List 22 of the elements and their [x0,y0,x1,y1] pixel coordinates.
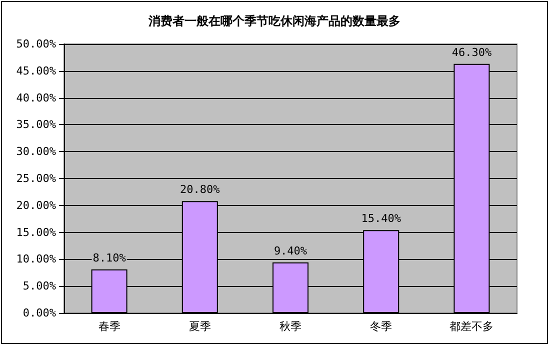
y-tick-label: 40.00% [16,91,56,104]
y-tick-label: 25.00% [16,172,56,185]
y-tick-label: 45.00% [16,64,56,78]
y-tick-label: 50.00% [16,38,56,50]
y-tick-label: 35.00% [16,118,56,132]
y-tick-label: 5.00% [22,280,56,293]
data-label: 15.40% [361,212,402,226]
chart-title: 消费者一般在哪个季节吃休闲海产品的数量最多 [148,14,400,28]
x-tick-label: 都差不多 [450,320,494,333]
data-label: 8.10% [92,251,126,264]
data-label: 9.40% [274,244,308,258]
x-tick-label: 春季 [98,320,120,333]
data-label: 46.30% [452,46,492,59]
y-tick-label: 20.00% [16,198,56,212]
y-tick-label: 0.00% [22,306,56,320]
y-tick-label: 15.00% [16,226,56,239]
x-tick-label: 夏季 [188,320,211,333]
data-label: 20.80% [180,183,220,196]
x-tick-label: 秋季 [280,320,302,333]
y-tick-label: 10.00% [16,252,56,266]
x-tick-label: 冬季 [370,320,392,333]
y-tick-label: 30.00% [16,145,56,158]
